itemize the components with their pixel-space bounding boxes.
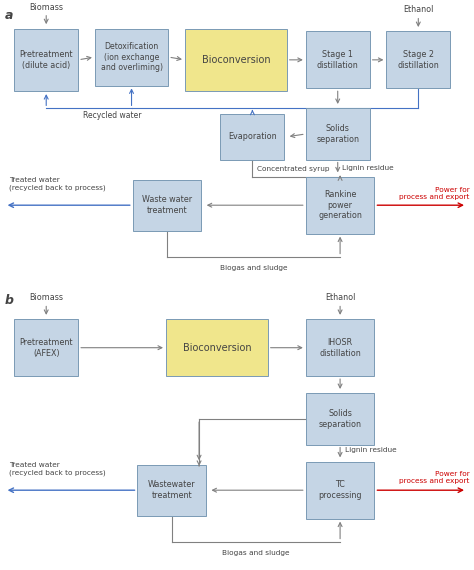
FancyBboxPatch shape xyxy=(220,114,284,160)
Text: Detoxification
(ion exchange
and overliming): Detoxification (ion exchange and overlim… xyxy=(100,42,163,72)
Text: Lignin residue: Lignin residue xyxy=(345,447,396,453)
Text: Stage 2
distillation: Stage 2 distillation xyxy=(397,50,439,70)
FancyBboxPatch shape xyxy=(306,462,374,519)
Text: Pretreatment
(dilute acid): Pretreatment (dilute acid) xyxy=(19,50,73,70)
Text: Pretreatment
(AFEX): Pretreatment (AFEX) xyxy=(19,338,73,357)
Text: Bioconversion: Bioconversion xyxy=(182,343,251,353)
Text: Biomass: Biomass xyxy=(29,3,63,11)
Text: Lignin residue: Lignin residue xyxy=(342,165,394,171)
Text: Wastewater
treatment: Wastewater treatment xyxy=(148,481,196,500)
Text: Stage 1
distillation: Stage 1 distillation xyxy=(317,50,359,70)
Text: Solids
separation: Solids separation xyxy=(319,409,362,429)
Text: IHOSR
distillation: IHOSR distillation xyxy=(319,338,361,357)
Text: a: a xyxy=(5,9,13,22)
FancyBboxPatch shape xyxy=(137,465,206,516)
Text: Biomass: Biomass xyxy=(29,294,63,302)
Text: Biogas and sludge: Biogas and sludge xyxy=(220,265,287,271)
FancyBboxPatch shape xyxy=(14,28,78,91)
Text: Rankine
power
generation: Rankine power generation xyxy=(318,190,362,221)
Text: Recycled water: Recycled water xyxy=(83,111,141,120)
FancyBboxPatch shape xyxy=(306,108,370,160)
Text: Power for
process and export: Power for process and export xyxy=(399,186,469,200)
FancyBboxPatch shape xyxy=(306,393,374,445)
FancyBboxPatch shape xyxy=(14,319,78,376)
Text: Ethanol: Ethanol xyxy=(325,294,356,302)
FancyBboxPatch shape xyxy=(133,180,201,231)
Text: Solids
separation: Solids separation xyxy=(316,124,359,144)
FancyBboxPatch shape xyxy=(95,28,168,86)
FancyBboxPatch shape xyxy=(185,28,287,91)
Text: Concentrated syrup: Concentrated syrup xyxy=(257,166,329,172)
Text: Treated water
(recycled back to process): Treated water (recycled back to process) xyxy=(9,462,106,476)
FancyBboxPatch shape xyxy=(306,319,374,376)
Text: Treated water
(recycled back to process): Treated water (recycled back to process) xyxy=(9,177,106,191)
FancyBboxPatch shape xyxy=(386,31,450,88)
Text: Power for
process and export: Power for process and export xyxy=(399,471,469,484)
Text: Waste water
treatment: Waste water treatment xyxy=(142,196,192,215)
FancyBboxPatch shape xyxy=(306,31,370,88)
Text: Evaporation: Evaporation xyxy=(228,132,277,141)
Text: Ethanol: Ethanol xyxy=(403,6,434,14)
Text: Bioconversion: Bioconversion xyxy=(201,55,270,65)
Text: Biogas and sludge: Biogas and sludge xyxy=(222,550,290,556)
FancyBboxPatch shape xyxy=(166,319,268,376)
FancyBboxPatch shape xyxy=(306,177,374,234)
Text: TC
processing: TC processing xyxy=(319,481,362,500)
Text: b: b xyxy=(5,294,14,307)
